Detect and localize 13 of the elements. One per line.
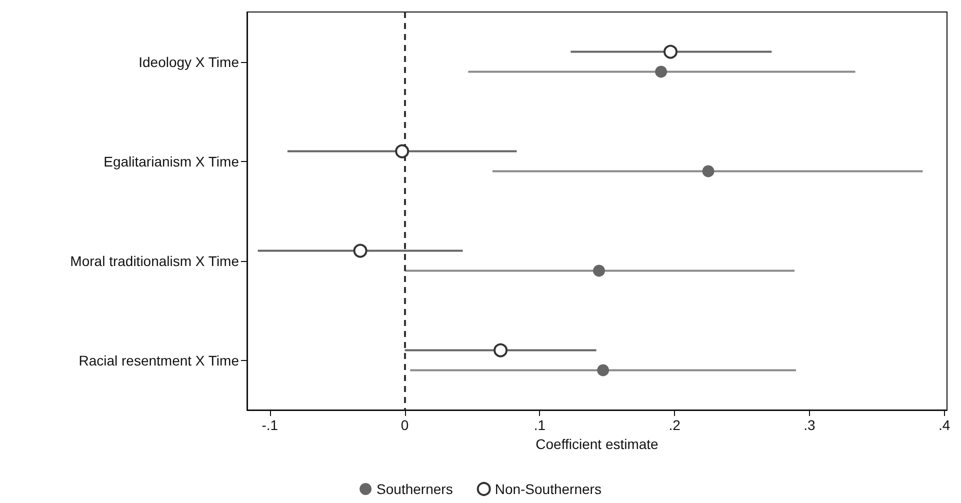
- y-tick-label: Ideology X Time: [138, 54, 240, 70]
- x-tick-label: .4: [938, 417, 950, 433]
- x-axis-title: Coefficient estimate: [536, 436, 659, 452]
- y-tick-label: Egalitarianism X Time: [104, 153, 240, 170]
- x-tick-label: -.1: [262, 417, 278, 433]
- x-tick-label: .2: [668, 417, 681, 433]
- y-tick-label: Moral traditionalism X Time: [70, 252, 240, 269]
- legend-label: Non-Southerners: [494, 481, 602, 497]
- x-tick-label: .1: [534, 417, 546, 433]
- legend-label: Southerners: [376, 481, 453, 497]
- x-tick-label: 0: [400, 417, 409, 433]
- y-tick-label: Racial resentment X Time: [78, 352, 240, 368]
- x-tick-label: .3: [804, 417, 816, 433]
